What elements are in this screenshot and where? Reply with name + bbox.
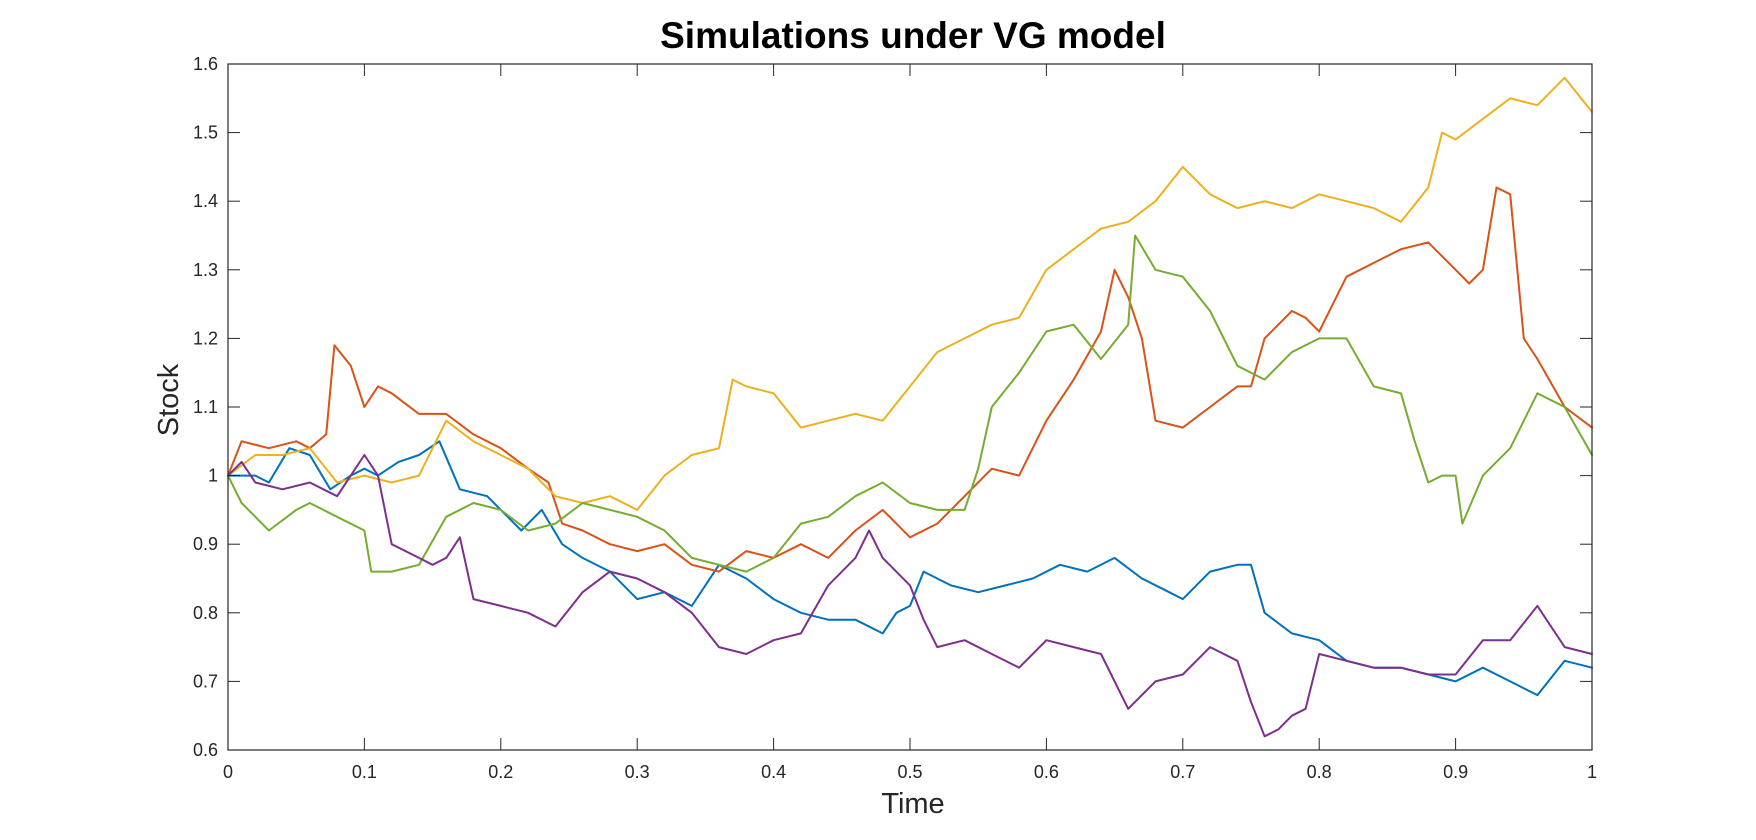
x-tick-label: 1 xyxy=(1587,762,1597,782)
x-tick-label: 0.7 xyxy=(1170,762,1195,782)
y-tick-label: 0.6 xyxy=(193,740,218,760)
y-tick-label: 0.8 xyxy=(193,603,218,623)
x-tick-label: 0.9 xyxy=(1443,762,1468,782)
axes-layer: 0 0.1 0.2 0.3 0.4 0.5 0.6 0.7 0.8 0.9 1 0.6 0.7 0.8 0.… xyxy=(193,54,1597,782)
y-tick-label: 1 xyxy=(208,466,218,486)
series-line-4 xyxy=(227,234,1593,573)
y-axis-label: Stock xyxy=(153,363,185,436)
series-line-3 xyxy=(227,76,1593,511)
x-tick-label: 0.4 xyxy=(761,762,786,782)
y-tick-label: 1.3 xyxy=(193,260,218,280)
series-line-5 xyxy=(227,454,1593,738)
series-layer xyxy=(227,76,1593,738)
series-line-2 xyxy=(227,186,1593,573)
x-tick-label: 0.2 xyxy=(488,762,513,782)
x-tick-label: 0.1 xyxy=(352,762,377,782)
series-line-1 xyxy=(227,440,1593,697)
y-tick-label: 1.4 xyxy=(193,191,218,211)
y-tick-label: 1.1 xyxy=(193,397,218,417)
x-tick-label: 0.8 xyxy=(1307,762,1332,782)
y-tick-label: 0.7 xyxy=(193,671,218,691)
y-tick-label: 1.6 xyxy=(193,54,218,74)
plot-frame xyxy=(227,63,1593,751)
y-tick-label: 1.5 xyxy=(193,123,218,143)
x-tick-label: 0.3 xyxy=(625,762,650,782)
x-axis-label: Time xyxy=(881,788,944,820)
chart-title: Simulations under VG model xyxy=(660,15,1166,56)
y-tick-label: 1.2 xyxy=(193,328,218,348)
y-tick-label: 0.9 xyxy=(193,534,218,554)
x-tick-label: 0 xyxy=(223,762,233,782)
x-tick-label: 0.5 xyxy=(897,762,922,782)
x-tick-label: 0.6 xyxy=(1034,762,1059,782)
